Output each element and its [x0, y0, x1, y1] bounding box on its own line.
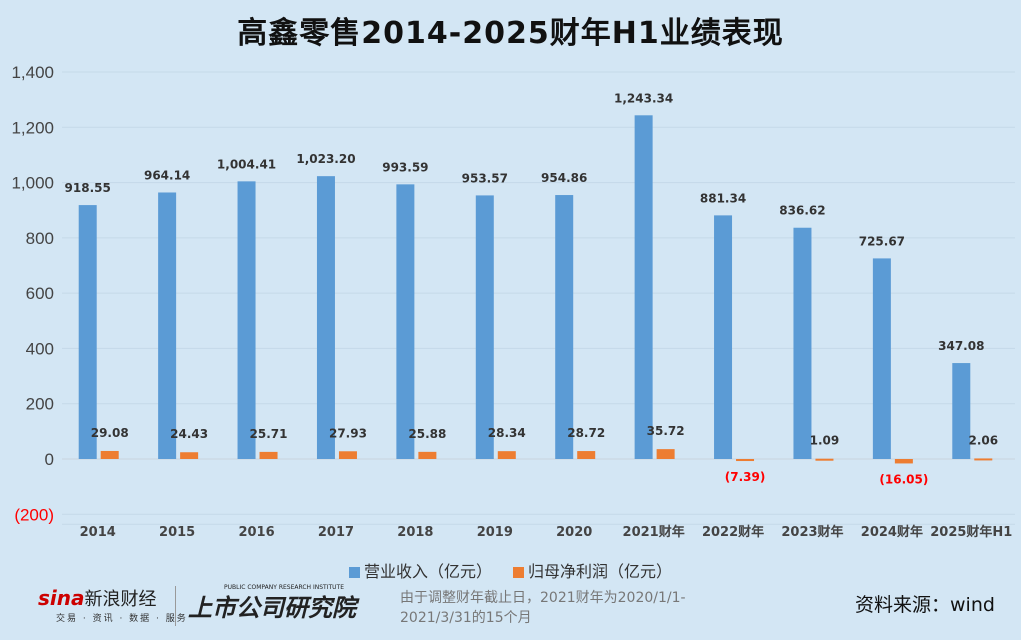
legend: 营业收入（亿元） 归母净利润（亿元）	[0, 558, 1021, 582]
revenue-bar	[237, 181, 256, 460]
x-tick-label: 2019	[477, 525, 513, 540]
logo-text: 上市公司研究院	[188, 594, 356, 622]
profit-data-label: 2.06	[968, 433, 998, 447]
revenue-data-label: 1,004.41	[217, 157, 276, 171]
profit-bar	[338, 451, 357, 459]
revenue-bar	[158, 192, 177, 459]
x-tick-label: 2020	[556, 525, 592, 540]
revenue-data-label: 1,243.34	[614, 91, 673, 105]
profit-bar	[736, 459, 755, 462]
y-tick-label: (200)	[14, 505, 54, 524]
profit-data-label: 28.34	[488, 426, 526, 440]
divider	[175, 586, 176, 626]
profit-bar	[894, 459, 913, 464]
x-tick-label: 2016	[238, 525, 274, 540]
revenue-data-label: 953.57	[462, 171, 508, 185]
profit-bar	[180, 452, 199, 459]
profit-data-label: 35.72	[647, 424, 685, 438]
profit-data-label: (16.05)	[879, 472, 928, 486]
revenue-data-label: 1,023.20	[296, 152, 355, 166]
x-tick-label: 2018	[397, 525, 433, 540]
bar-chart: (200) 0 200 400 600 800 1,000 1,200 1,400 2014 918…	[11, 63, 1015, 540]
legend-swatch	[348, 567, 360, 578]
revenue-bar	[555, 195, 574, 459]
profit-data-label: 1.09	[810, 434, 840, 448]
x-tick-label: 2017	[318, 525, 354, 540]
profit-data-label: 27.93	[329, 426, 367, 440]
revenue-data-label: 725.67	[859, 234, 905, 248]
profit-bar	[497, 451, 516, 459]
source-note: 资料来源：wind	[855, 594, 995, 616]
revenue-bar	[634, 115, 653, 459]
revenue-data-label: 993.59	[382, 160, 428, 174]
profit-data-label: (7.39)	[725, 470, 766, 484]
profit-data-label: 29.08	[91, 426, 129, 440]
legend-label: 归母净利润（亿元）	[528, 562, 673, 581]
y-tick-label: 600	[26, 284, 54, 303]
x-tick-label: 2024财年	[861, 524, 923, 540]
x-tick-label: 2015	[159, 525, 195, 540]
y-tick-label: 1,000	[11, 174, 54, 193]
profit-bar	[418, 451, 437, 459]
sina-logo: sina新浪财经 交易 · 资讯 · 数据 · 服务	[38, 586, 188, 624]
research-institute-logo: 上市公司研究院 PUBLIC COMPANY RESEARCH INSTITUT…	[188, 584, 356, 623]
profit-data-label: 25.71	[250, 427, 288, 441]
revenue-bar	[714, 215, 733, 459]
x-tick-label: 2021财年	[623, 524, 685, 540]
profit-bar	[656, 449, 675, 459]
revenue-data-label: 964.14	[144, 168, 190, 182]
revenue-data-label: 881.34	[700, 191, 746, 205]
revenue-data-label: 954.86	[541, 171, 587, 185]
profit-bar	[974, 458, 993, 461]
y-tick-label: 0	[45, 450, 54, 469]
y-tick-label: 200	[26, 395, 54, 414]
y-tick-label: 400	[26, 339, 54, 358]
revenue-bar	[952, 363, 971, 459]
revenue-bar	[396, 184, 415, 460]
sina-logo-subtitle: 交易 · 资讯 · 数据 · 服务	[56, 614, 188, 624]
y-tick-label: 1,400	[11, 63, 54, 82]
legend-label: 营业收入（亿元）	[363, 562, 492, 581]
y-tick-label: 800	[26, 229, 54, 248]
revenue-bar	[872, 258, 891, 459]
chart-title: 高鑫零售2014-2025财年H1业绩表现	[237, 16, 784, 51]
profit-bar	[100, 450, 119, 459]
legend-swatch	[513, 567, 525, 578]
logo-english: PUBLIC COMPANY RESEARCH INSTITUTE	[224, 584, 344, 591]
profit-data-label: 28.72	[567, 426, 605, 440]
profit-data-label: 24.43	[170, 427, 208, 441]
revenue-bar	[793, 227, 812, 459]
profit-data-label: 25.88	[408, 427, 446, 441]
revenue-bar	[475, 195, 494, 459]
x-tick-label: 2025财年H1	[930, 524, 1012, 540]
profit-bar	[577, 451, 596, 459]
x-tick-label: 2014	[80, 525, 116, 540]
y-tick-label: 1,200	[11, 118, 54, 137]
profit-bar	[815, 458, 834, 461]
legend-item-revenue: 营业收入（亿元）	[348, 562, 492, 581]
profit-bar	[259, 451, 278, 459]
legend-item-profit: 归母净利润（亿元）	[513, 562, 672, 581]
x-tick-label: 2023财年	[781, 524, 843, 540]
revenue-data-label: 347.08	[938, 339, 984, 353]
x-tick-label: 2022财年	[702, 524, 764, 540]
revenue-data-label: 918.55	[65, 181, 111, 195]
revenue-data-label: 836.62	[779, 204, 825, 218]
revenue-bar	[316, 176, 335, 460]
footnote: 由于调整财年截止日，2021财年为2020/1/1-2021/3/31的15个月	[400, 590, 686, 626]
revenue-bar	[78, 205, 97, 459]
